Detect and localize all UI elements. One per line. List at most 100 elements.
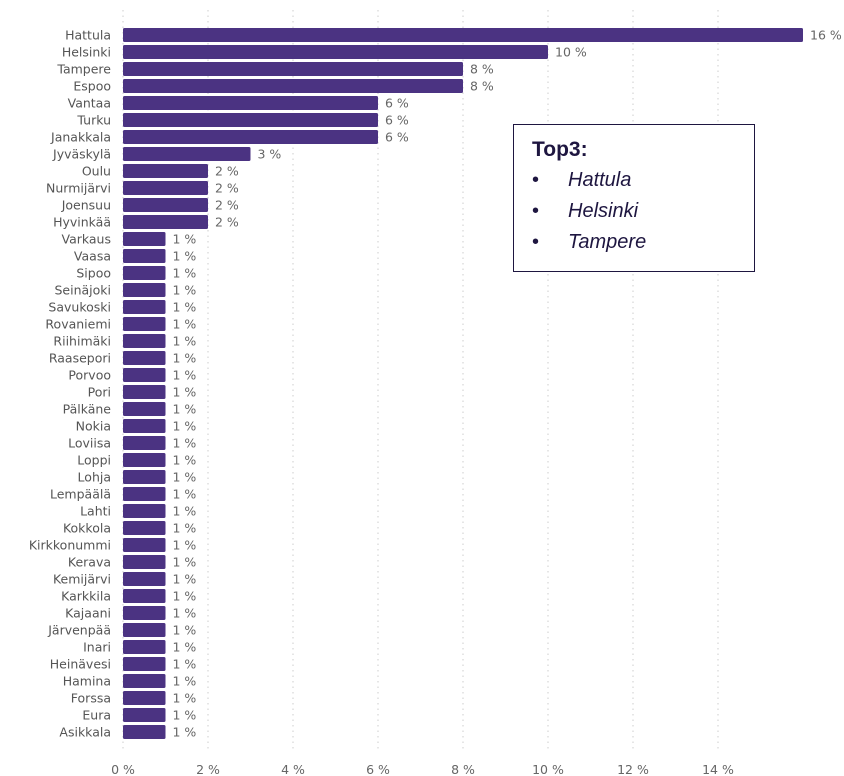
bar bbox=[123, 419, 166, 433]
category-label: Hamina bbox=[63, 674, 111, 689]
category-label: Pälkäne bbox=[63, 402, 112, 417]
value-label: 8 % bbox=[470, 62, 494, 77]
category-label: Riihimäki bbox=[53, 334, 111, 349]
bar bbox=[123, 555, 166, 569]
value-label: 1 % bbox=[173, 436, 197, 451]
value-label: 2 % bbox=[215, 215, 239, 230]
value-label: 1 % bbox=[173, 572, 197, 587]
bar bbox=[123, 28, 803, 42]
value-label: 1 % bbox=[173, 283, 197, 298]
value-label: 1 % bbox=[173, 691, 197, 706]
category-label: Jyväskylä bbox=[52, 147, 111, 162]
top3-item: • Helsinki bbox=[532, 196, 754, 227]
category-label: Nokia bbox=[76, 419, 111, 434]
bar bbox=[123, 674, 166, 688]
bar bbox=[123, 504, 166, 518]
value-label: 1 % bbox=[173, 351, 197, 366]
bar bbox=[123, 640, 166, 654]
value-label: 1 % bbox=[173, 300, 197, 315]
x-tick-label: 2 % bbox=[196, 762, 220, 776]
bar bbox=[123, 317, 166, 331]
x-tick-label: 6 % bbox=[366, 762, 390, 776]
bar bbox=[123, 453, 166, 467]
category-label: Tampere bbox=[56, 62, 111, 77]
value-label: 1 % bbox=[173, 232, 197, 247]
value-label: 6 % bbox=[385, 130, 409, 145]
category-label: Oulu bbox=[82, 164, 111, 179]
value-label: 1 % bbox=[173, 589, 197, 604]
value-label: 16 % bbox=[810, 28, 842, 43]
value-label: 10 % bbox=[555, 45, 587, 60]
bar bbox=[123, 470, 166, 484]
value-label: 1 % bbox=[173, 470, 197, 485]
value-label: 2 % bbox=[215, 181, 239, 196]
x-axis-tick-labels: 0 % 2 % 4 % 6 % 8 % 10 % 12 % 14 % bbox=[111, 762, 734, 776]
value-label: 6 % bbox=[385, 113, 409, 128]
category-label: Espoo bbox=[73, 79, 111, 94]
bar bbox=[123, 96, 378, 110]
x-tick-label: 10 % bbox=[532, 762, 564, 776]
bar bbox=[123, 385, 166, 399]
bar bbox=[123, 283, 166, 297]
bar bbox=[123, 623, 166, 637]
category-label: Loppi bbox=[77, 453, 111, 468]
category-label: Raasepori bbox=[49, 351, 111, 366]
bullet-icon: • bbox=[532, 231, 540, 253]
value-label: 1 % bbox=[173, 249, 197, 264]
bar bbox=[123, 198, 208, 212]
category-label: Janakkala bbox=[50, 130, 111, 145]
bar bbox=[123, 725, 166, 739]
category-label: Vaasa bbox=[74, 249, 111, 264]
category-label: Järvenpää bbox=[47, 623, 111, 638]
value-label: 8 % bbox=[470, 79, 494, 94]
bar bbox=[123, 113, 378, 127]
bar bbox=[123, 657, 166, 671]
value-label: 2 % bbox=[215, 164, 239, 179]
category-label: Savukoski bbox=[48, 300, 111, 315]
category-label: Helsinki bbox=[62, 45, 111, 60]
bar bbox=[123, 436, 166, 450]
bar bbox=[123, 589, 166, 603]
top3-item: • Hattula bbox=[532, 165, 754, 196]
value-label: 1 % bbox=[173, 385, 197, 400]
value-label: 1 % bbox=[173, 725, 197, 740]
bar bbox=[123, 300, 166, 314]
bar bbox=[123, 334, 166, 348]
value-label: 1 % bbox=[173, 521, 197, 536]
value-label: 1 % bbox=[173, 453, 197, 468]
value-label: 3 % bbox=[258, 147, 282, 162]
x-tick-label: 8 % bbox=[451, 762, 475, 776]
category-label: Lempäälä bbox=[50, 487, 111, 502]
bullet-icon: • bbox=[532, 169, 540, 191]
value-label: 1 % bbox=[173, 368, 197, 383]
bar bbox=[123, 691, 166, 705]
category-label: Rovaniemi bbox=[45, 317, 111, 332]
bars bbox=[123, 28, 803, 739]
category-labels: Hattula Helsinki Tampere Espoo Vantaa Turku Ja… bbox=[29, 28, 111, 740]
category-label: Pori bbox=[88, 385, 111, 400]
bar bbox=[123, 249, 166, 263]
bar bbox=[123, 266, 166, 280]
category-label: Nurmijärvi bbox=[46, 181, 111, 196]
bar bbox=[123, 79, 463, 93]
bar bbox=[123, 521, 166, 535]
x-tick-label: 12 % bbox=[617, 762, 649, 776]
category-label: Kokkola bbox=[63, 521, 111, 536]
value-labels: 16 % 10 % 8 % 8 % 6 % 6 % 6 % 3 % 2 % 2 % 2 % 2 % 1 … bbox=[173, 28, 842, 740]
value-label: 1 % bbox=[173, 538, 197, 553]
top3-item-label: Tampere bbox=[568, 231, 647, 253]
bar bbox=[123, 606, 166, 620]
category-label: Asikkala bbox=[59, 725, 111, 740]
top3-item-label: Helsinki bbox=[568, 200, 639, 222]
value-label: 1 % bbox=[173, 487, 197, 502]
bar bbox=[123, 215, 208, 229]
value-label: 1 % bbox=[173, 266, 197, 281]
category-label: Kajaani bbox=[65, 606, 111, 621]
bar bbox=[123, 572, 166, 586]
category-label: Lohja bbox=[78, 470, 111, 485]
bar bbox=[123, 164, 208, 178]
value-label: 1 % bbox=[173, 555, 197, 570]
category-label: Loviisa bbox=[68, 436, 111, 451]
bar bbox=[123, 487, 166, 501]
category-label: Varkaus bbox=[62, 232, 112, 247]
